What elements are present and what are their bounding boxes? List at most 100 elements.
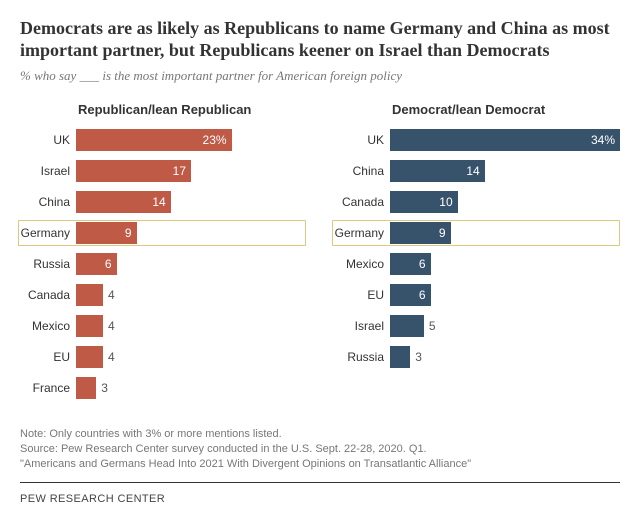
bar-area: 5: [390, 315, 620, 337]
row-label: UK: [334, 133, 390, 147]
bar-value: 14: [152, 195, 165, 209]
row-label: Canada: [334, 195, 390, 209]
row-label: UK: [20, 133, 76, 147]
bar-area: 3: [390, 346, 620, 368]
bar-area: 10: [390, 191, 620, 213]
bar: 5: [390, 315, 424, 337]
bar: 6: [390, 284, 431, 306]
bar-value: 4: [108, 288, 115, 302]
bar-row: China 14: [334, 158, 620, 184]
bar-value: 10: [439, 195, 452, 209]
republican-chart: Republican/lean Republican UK 23% Israel 17…: [20, 102, 306, 406]
bar-row: Canada4: [20, 282, 306, 308]
bar-value: 3: [415, 350, 422, 364]
row-label: Israel: [20, 164, 76, 178]
bar: 17: [76, 160, 191, 182]
bar-value: 6: [419, 257, 426, 271]
row-label: EU: [20, 350, 76, 364]
democrat-header: Democrat/lean Democrat: [392, 102, 620, 117]
bar: 6: [76, 253, 117, 275]
bar: 3: [76, 377, 96, 399]
chart-title: Democrats are as likely as Republicans t…: [20, 18, 620, 62]
bar: 9: [390, 222, 451, 244]
bar-row: Russia 6: [20, 251, 306, 277]
bar: 34%: [390, 129, 620, 151]
bar-area: 4: [76, 315, 306, 337]
bar-area: 17: [76, 160, 306, 182]
bar: 4: [76, 284, 103, 306]
chart-footer: Note: Only countries with 3% or more men…: [20, 427, 620, 515]
bar-value: 6: [105, 257, 112, 271]
bar-area: 6: [390, 253, 620, 275]
bar-value: 6: [419, 288, 426, 302]
row-label: China: [20, 195, 76, 209]
bar: 23%: [76, 129, 232, 151]
bar-area: 4: [76, 284, 306, 306]
bar-row: EU4: [20, 344, 306, 370]
footnote-line: Source: Pew Research Center survey condu…: [20, 442, 620, 457]
bar-value: 4: [108, 319, 115, 333]
row-label: Russia: [20, 257, 76, 271]
bar-row: Mexico 6: [334, 251, 620, 277]
bar-row: Israel 17: [20, 158, 306, 184]
bar-area: 23%: [76, 129, 306, 151]
bar-row: China 14: [20, 189, 306, 215]
bar: 14: [76, 191, 171, 213]
row-label: France: [20, 381, 76, 395]
row-label: Russia: [334, 350, 390, 364]
bar: 14: [390, 160, 485, 182]
bar-area: 14: [76, 191, 306, 213]
bar-area: 6: [390, 284, 620, 306]
row-label: Mexico: [334, 257, 390, 271]
row-label: EU: [334, 288, 390, 302]
bar-value: 34%: [591, 133, 615, 147]
bar-row: Germany 9: [332, 220, 620, 246]
bar-area: 6: [76, 253, 306, 275]
bar-value: 9: [439, 226, 446, 240]
bar-value: 3: [101, 381, 108, 395]
chart-subtitle: % who say ___ is the most important part…: [20, 68, 620, 84]
bar-area: 9: [76, 222, 305, 244]
bar: 6: [390, 253, 431, 275]
democrat-chart: Democrat/lean Democrat UK 34% China 14 Canad…: [334, 102, 620, 406]
bar-row: UK 34%: [334, 127, 620, 153]
bar-row: Israel5: [334, 313, 620, 339]
row-label: Germany: [334, 226, 390, 240]
democrat-rows: UK 34% China 14 Canada 10 Germany 9 Mexico 6 EU 6 Is…: [334, 127, 620, 370]
attribution: PEW RESEARCH CENTER: [20, 482, 620, 515]
bar-row: EU 6: [334, 282, 620, 308]
footnotes: Note: Only countries with 3% or more men…: [20, 427, 620, 472]
row-label: Canada: [20, 288, 76, 302]
bar-row: Canada 10: [334, 189, 620, 215]
bar-area: 14: [390, 160, 620, 182]
republican-header: Republican/lean Republican: [78, 102, 306, 117]
bar: 4: [76, 315, 103, 337]
footnote-line: "Americans and Germans Head Into 2021 Wi…: [20, 457, 620, 472]
charts-container: Republican/lean Republican UK 23% Israel 17…: [20, 102, 620, 406]
bar: 3: [390, 346, 410, 368]
bar: 4: [76, 346, 103, 368]
bar-value: 5: [429, 319, 436, 333]
bar-value: 4: [108, 350, 115, 364]
bar-area: 4: [76, 346, 306, 368]
republican-rows: UK 23% Israel 17 China 14 Germany 9 Russia 6 Canad…: [20, 127, 306, 401]
bar-row: France3: [20, 375, 306, 401]
bar: 9: [76, 222, 137, 244]
bar-value: 23%: [203, 133, 227, 147]
bar-value: 14: [466, 164, 479, 178]
bar-value: 9: [125, 226, 132, 240]
bar-row: Mexico4: [20, 313, 306, 339]
bar-area: 34%: [390, 129, 620, 151]
bar-row: UK 23%: [20, 127, 306, 153]
bar-value: 17: [173, 164, 186, 178]
row-label: China: [334, 164, 390, 178]
row-label: Mexico: [20, 319, 76, 333]
bar-area: 3: [76, 377, 306, 399]
bar-area: 9: [390, 222, 619, 244]
bar-row: Russia3: [334, 344, 620, 370]
row-label: Germany: [20, 226, 76, 240]
bar: 10: [390, 191, 458, 213]
row-label: Israel: [334, 319, 390, 333]
bar-row: Germany 9: [18, 220, 306, 246]
footnote-line: Note: Only countries with 3% or more men…: [20, 427, 620, 442]
